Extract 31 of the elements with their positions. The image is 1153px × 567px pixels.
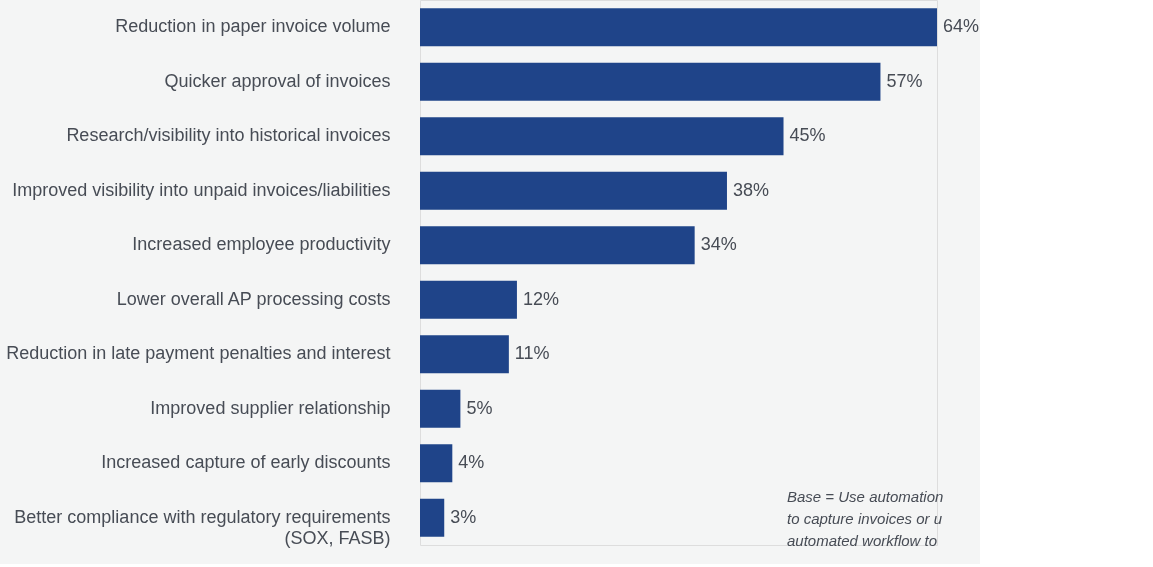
bar [420,280,517,319]
y-tick-label: Better compliance with regulatory requirements (SOX, FASB) [14,506,391,548]
data-label: 45% [789,125,826,146]
y-tick-label: Research/visibility into historical invoices [66,125,391,146]
data-label: 12% [522,288,559,309]
y-tick-label: Lower overall AP processing costs [116,288,391,309]
annotation: Base = Use automation to capture invoices or u automated workflow to [787,488,944,549]
y-tick-label: Increased capture of early discounts [101,452,391,473]
y-tick-label: Quicker approval of invoices [164,70,391,91]
y-tick-label: Reduction in late payment penalties and interest [6,343,391,364]
bar [420,171,727,210]
bar [420,226,695,265]
data-label: 64% [943,16,980,37]
y-tick-label: Improved visibility into unpaid invoices/liabilities [12,179,391,200]
data-label: 38% [732,179,769,200]
bar [420,498,445,537]
bar [420,8,937,47]
data-label: 11% [514,343,550,364]
bar [420,444,453,483]
data-label: 57% [886,70,923,91]
bar [420,117,784,156]
data-label: 3% [450,506,477,527]
bar [420,389,461,428]
data-label: 4% [458,452,485,473]
data-label: 5% [466,397,493,418]
bar [420,335,509,374]
data-label: 34% [700,234,737,255]
y-tick-label: Reduction in paper invoice volume [115,16,391,37]
bar [420,62,881,101]
y-tick-label: Improved supplier relationship [150,397,391,418]
y-tick-label: Increased employee productivity [132,234,391,255]
